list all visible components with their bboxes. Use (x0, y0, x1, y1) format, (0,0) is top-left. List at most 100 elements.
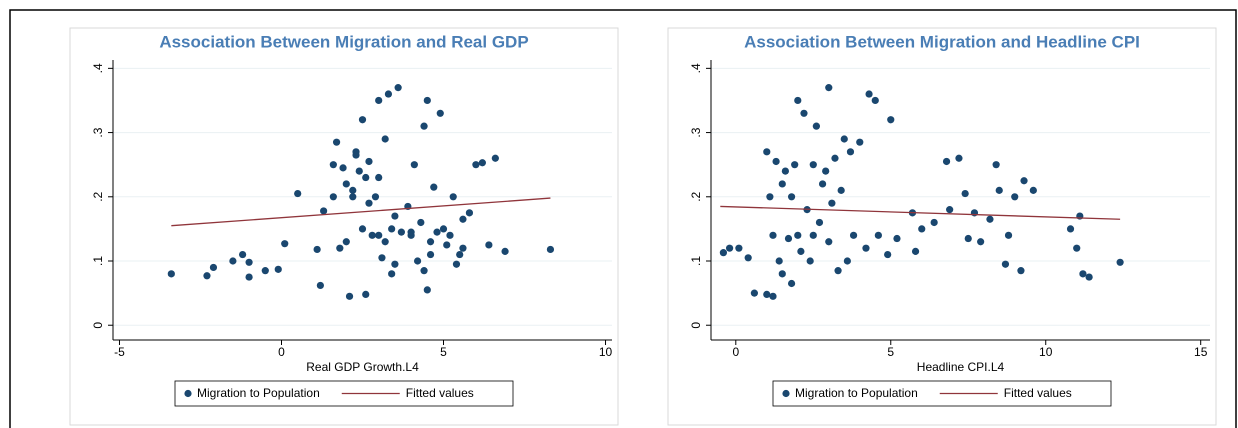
point (420, 122, 428, 130)
point (394, 84, 402, 92)
point (977, 238, 985, 246)
point (362, 290, 370, 299)
y-tick-label: .3 (689, 127, 703, 137)
fit-line (720, 205, 1121, 220)
point (893, 234, 901, 243)
point (865, 90, 873, 98)
point (887, 116, 895, 124)
point (942, 157, 951, 166)
point (345, 292, 354, 300)
point (822, 167, 830, 175)
x-axis-label: Real GDP Growth.L4 (306, 360, 419, 374)
point (446, 231, 454, 239)
point (365, 157, 373, 166)
point (1079, 270, 1087, 278)
x-tick-label: 5 (887, 345, 894, 359)
point (423, 286, 431, 294)
y-tick-label: 0 (91, 322, 105, 329)
point (828, 199, 836, 207)
x-axis-label: Headline CPI.L4 (917, 360, 1005, 374)
point (355, 167, 363, 175)
point (831, 154, 839, 162)
point (167, 270, 175, 278)
point (809, 231, 817, 239)
point (815, 218, 824, 227)
point (388, 225, 396, 233)
point (391, 212, 399, 220)
point (349, 186, 357, 194)
point (1011, 193, 1019, 201)
point (766, 193, 774, 201)
point (809, 161, 817, 169)
point (992, 161, 1000, 169)
point (769, 292, 777, 300)
x-tick-label: 15 (1194, 345, 1208, 359)
point (546, 245, 555, 254)
x-tick-label: 10 (1039, 345, 1053, 359)
point (846, 148, 855, 156)
point (381, 238, 389, 246)
point (397, 228, 405, 236)
point (294, 189, 302, 198)
legend: Migration to Population Fitted values (772, 380, 1112, 407)
point (313, 245, 321, 254)
point (772, 157, 780, 166)
point (856, 138, 864, 146)
legend-label: Fitted values (1004, 386, 1072, 400)
point (834, 267, 842, 275)
y-tick-label: .1 (689, 256, 703, 266)
point (381, 135, 389, 143)
point (365, 199, 373, 207)
point (456, 250, 464, 259)
point (794, 96, 802, 105)
point (862, 244, 870, 252)
point (358, 225, 367, 233)
point (491, 154, 499, 162)
point (391, 260, 399, 268)
point (413, 257, 422, 265)
point (763, 148, 771, 156)
point (1085, 273, 1093, 281)
point (735, 244, 743, 252)
point (787, 193, 796, 201)
point (459, 244, 467, 252)
panel-border (667, 27, 1217, 426)
point (750, 289, 758, 297)
legend-label: Migration to Population (197, 386, 320, 400)
point (342, 238, 350, 246)
point (1029, 186, 1037, 194)
y-tick-label: .1 (91, 256, 105, 266)
point (778, 270, 786, 278)
point (423, 96, 431, 105)
point (417, 218, 425, 227)
x-tick-label: 0 (278, 345, 285, 359)
x-tick-label: 5 (440, 345, 447, 359)
point (911, 247, 920, 255)
point (384, 90, 393, 98)
point (797, 247, 805, 255)
point (843, 257, 851, 265)
point (320, 207, 328, 215)
point (209, 263, 218, 272)
point (472, 161, 480, 169)
point (825, 238, 833, 246)
chart-title: Association Between Migration and Headli… (744, 32, 1140, 51)
point (245, 258, 253, 266)
point (1073, 244, 1081, 252)
point (332, 138, 341, 146)
point (986, 215, 994, 223)
point (449, 193, 457, 201)
point (368, 231, 376, 239)
point (918, 225, 926, 233)
y-tick-label: .2 (91, 191, 105, 201)
point (784, 234, 793, 243)
point (229, 257, 237, 265)
chart-panel: Association Between Migration and Real G… (69, 27, 619, 426)
point (995, 186, 1003, 194)
point (371, 193, 380, 201)
point (818, 180, 827, 188)
point (791, 161, 799, 169)
point (763, 290, 771, 299)
point (961, 189, 969, 198)
